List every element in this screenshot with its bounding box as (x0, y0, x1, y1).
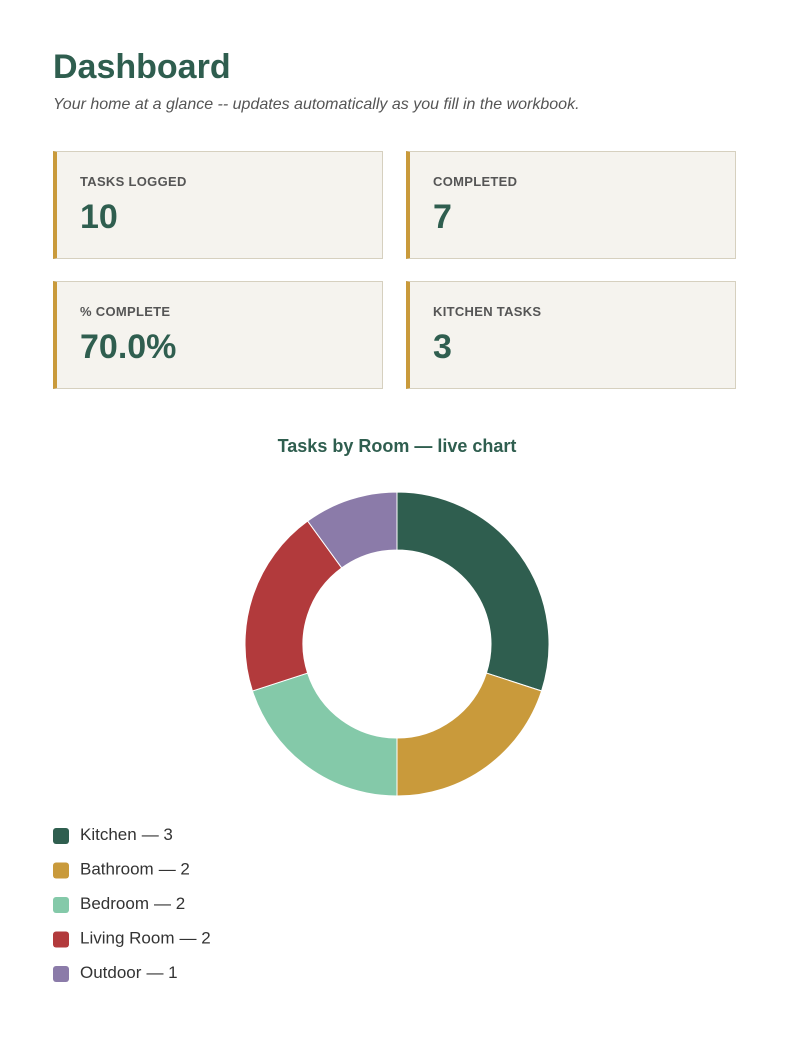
stat-label: TASKS LOGGED (80, 174, 187, 189)
legend-name: Living Room (80, 929, 175, 948)
legend-name: Bathroom (80, 860, 154, 879)
legend-label: Bedroom — 2 (80, 894, 185, 913)
stat-value: 70.0% (80, 328, 177, 366)
legend-label: Kitchen — 3 (80, 825, 173, 844)
legend-name: Kitchen (80, 825, 137, 844)
donut-slice (396, 672, 543, 797)
legend-name: Outdoor (80, 963, 142, 982)
stat-card: TASKS LOGGED 10 (53, 151, 383, 259)
stat-value: 7 (433, 198, 452, 236)
page-title: Dashboard (53, 48, 231, 86)
legend-swatch (53, 966, 69, 982)
legend-swatch (53, 828, 69, 844)
chart: Tasks by Room — live chart Kitchen — 3 Bat… (53, 436, 550, 982)
stat-value: 3 (433, 328, 452, 366)
legend-value: — 2 (154, 894, 185, 913)
legend-label: Living Room — 2 (80, 929, 211, 948)
legend-label: Outdoor — 1 (80, 963, 178, 982)
donut-slice (251, 672, 398, 797)
legend-value: — 2 (159, 860, 190, 879)
stat-value: 10 (80, 198, 118, 236)
stat-label: COMPLETED (433, 174, 518, 189)
donut-slice (396, 491, 550, 692)
chart-title: Tasks by Room — live chart (278, 436, 517, 456)
legend-value: — 1 (146, 963, 177, 982)
stat-card: KITCHEN TASKS 3 (406, 281, 736, 389)
stat-label: % COMPLETE (80, 304, 171, 319)
legend-swatch (53, 931, 69, 948)
legend-swatch (53, 862, 69, 879)
donut-slice (306, 491, 398, 569)
legend-value: — 2 (180, 929, 211, 948)
stat-label: KITCHEN TASKS (433, 304, 542, 319)
legend-value: — 3 (142, 825, 173, 844)
legend-swatch (53, 897, 69, 913)
legend-label: Bathroom — 2 (80, 860, 190, 879)
stat-card: COMPLETED 7 (406, 151, 736, 259)
page-subtitle: Your home at a glance -- updates automat… (53, 96, 580, 113)
stat-card: % COMPLETE 70.0% (53, 281, 383, 389)
legend-name: Bedroom (80, 894, 149, 913)
